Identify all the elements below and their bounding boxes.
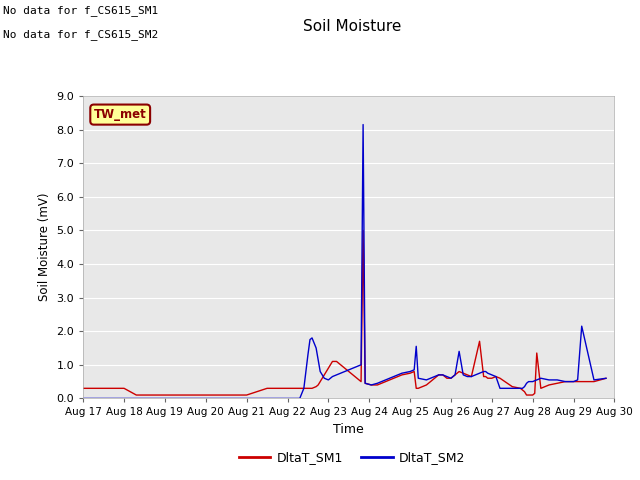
Text: No data for f_CS615_SM1: No data for f_CS615_SM1 (3, 5, 159, 16)
DltaT_SM2 (602, 375, 610, 381)
DltaT_SM2 (533, 377, 541, 383)
DltaT_SM2 (451, 372, 459, 378)
X-axis label: Time: Time (333, 423, 364, 436)
DltaT_SM1 (79, 385, 87, 391)
DltaT_SM1 (132, 392, 140, 398)
DltaT_SM1 (602, 375, 610, 381)
Text: No data for f_CS615_SM2: No data for f_CS615_SM2 (3, 29, 159, 40)
Text: TW_met: TW_met (94, 108, 147, 121)
Line: DltaT_SM2: DltaT_SM2 (83, 125, 606, 398)
DltaT_SM2 (488, 372, 495, 378)
DltaT_SM2 (521, 384, 529, 390)
Line: DltaT_SM1: DltaT_SM1 (83, 230, 606, 395)
DltaT_SM1 (492, 373, 500, 379)
Legend: DltaT_SM1, DltaT_SM2: DltaT_SM1, DltaT_SM2 (234, 446, 470, 469)
DltaT_SM1 (431, 375, 438, 381)
Y-axis label: Soil Moisture (mV): Soil Moisture (mV) (38, 193, 51, 301)
Text: Soil Moisture: Soil Moisture (303, 19, 401, 34)
DltaT_SM2 (359, 122, 367, 128)
DltaT_SM2 (427, 375, 435, 381)
DltaT_SM2 (79, 396, 87, 401)
DltaT_SM2 (554, 377, 561, 383)
DltaT_SM1 (359, 228, 367, 233)
DltaT_SM1 (525, 392, 532, 398)
DltaT_SM1 (455, 369, 463, 374)
DltaT_SM1 (561, 379, 569, 384)
DltaT_SM1 (537, 385, 545, 391)
